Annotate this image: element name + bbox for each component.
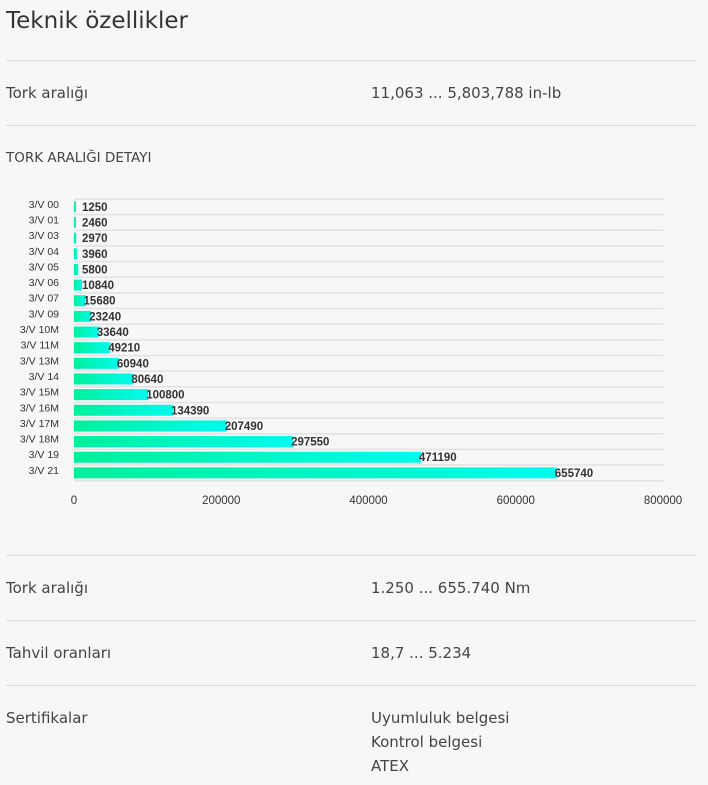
data-label: 10840 [82, 280, 114, 292]
category-label: 3/V 00 [29, 199, 60, 211]
x-tick-label: 800000 [644, 495, 682, 507]
certificate-item: Kontrol belgesi [371, 733, 483, 751]
bar [74, 451, 421, 463]
bar [74, 201, 76, 213]
divider [6, 125, 697, 126]
data-label: 3960 [82, 249, 108, 261]
data-label: 297550 [291, 437, 329, 449]
bar [74, 357, 119, 369]
bar [74, 326, 99, 338]
bar [74, 373, 134, 385]
x-tick-label: 400000 [349, 495, 387, 507]
bar [74, 404, 173, 416]
category-label: 3/V 03 [29, 230, 60, 242]
category-label: 3/V 06 [29, 277, 60, 289]
category-label: 3/V 09 [29, 308, 60, 320]
torque-range-nm-label: Tork aralığı [6, 579, 88, 597]
section-title: TORK ARALIĞI DETAYI [6, 150, 152, 166]
category-label: 3/V 11M [21, 340, 59, 352]
category-label: 3/V 15M [20, 387, 59, 399]
certificate-item: ATEX [371, 757, 410, 775]
divider [6, 60, 697, 61]
certificate-item: Uyumluluk belgesi [371, 709, 510, 727]
category-label: 3/V 04 [29, 246, 60, 258]
category-label: 3/V 19 [29, 449, 60, 461]
gear-ratios-label: Tahvil oranları [6, 644, 112, 662]
bar [74, 263, 79, 275]
data-label: 207490 [225, 421, 263, 433]
divider [6, 555, 697, 556]
category-label: 3/V 18M [20, 434, 59, 446]
category-label: 3/V 05 [29, 261, 60, 273]
torque-range-inlb-value: 11,063 ... 5,803,788 in-lb [371, 84, 562, 102]
data-label: 2460 [82, 217, 108, 229]
data-label: 15680 [84, 296, 116, 308]
category-label: 3/V 16M [20, 402, 59, 414]
data-label: 655740 [555, 468, 593, 480]
data-label: 1250 [82, 202, 108, 214]
torque-range-nm-value: 1.250 ... 655.740 Nm [371, 579, 531, 597]
data-label: 134390 [171, 405, 209, 417]
data-label: 5800 [82, 264, 108, 276]
category-label: 3/V 01 [29, 214, 60, 226]
bar [74, 248, 77, 260]
data-label: 2970 [82, 233, 108, 245]
torque-range-chart: 3/V 00 1250 3/V 01 2460 3/V 03 2970 3/V 04 3960… [20, 198, 682, 507]
bar [74, 216, 76, 228]
page-title: Teknik özellikler [6, 8, 188, 34]
category-label: 3/V 10M [20, 324, 59, 336]
data-label: 100800 [146, 390, 184, 402]
bar [74, 310, 92, 322]
divider [6, 685, 697, 686]
data-label: 471190 [419, 452, 457, 464]
bar [74, 279, 82, 291]
bar [74, 232, 77, 244]
x-tick-label: 0 [71, 495, 77, 507]
bar [74, 389, 149, 401]
data-label: 80640 [131, 374, 163, 386]
bar [74, 467, 557, 479]
category-label: 3/V 17M [20, 418, 59, 430]
divider [6, 620, 697, 621]
bar [74, 420, 227, 432]
data-label: 33640 [97, 327, 129, 339]
torque-range-inlb-label: Tork aralığı [6, 84, 88, 102]
category-label: 3/V 14 [29, 371, 60, 383]
category-label: 3/V 21 [29, 465, 60, 477]
certificates-list: Uyumluluk belgesi Kontrol belgesi ATEX [371, 706, 509, 778]
data-label: 49210 [108, 343, 140, 355]
category-label: 3/V 13M [20, 355, 59, 367]
bar [74, 295, 86, 307]
x-tick-label: 200000 [202, 495, 240, 507]
data-label: 23240 [89, 311, 121, 323]
category-label: 3/V 07 [29, 293, 60, 305]
bar [74, 342, 111, 354]
certificates-label: Sertifikalar [6, 709, 88, 727]
data-label: 60940 [117, 358, 149, 370]
gear-ratios-value: 18,7 ... 5.234 [371, 644, 472, 662]
bar [74, 436, 294, 448]
x-tick-label: 600000 [497, 495, 535, 507]
